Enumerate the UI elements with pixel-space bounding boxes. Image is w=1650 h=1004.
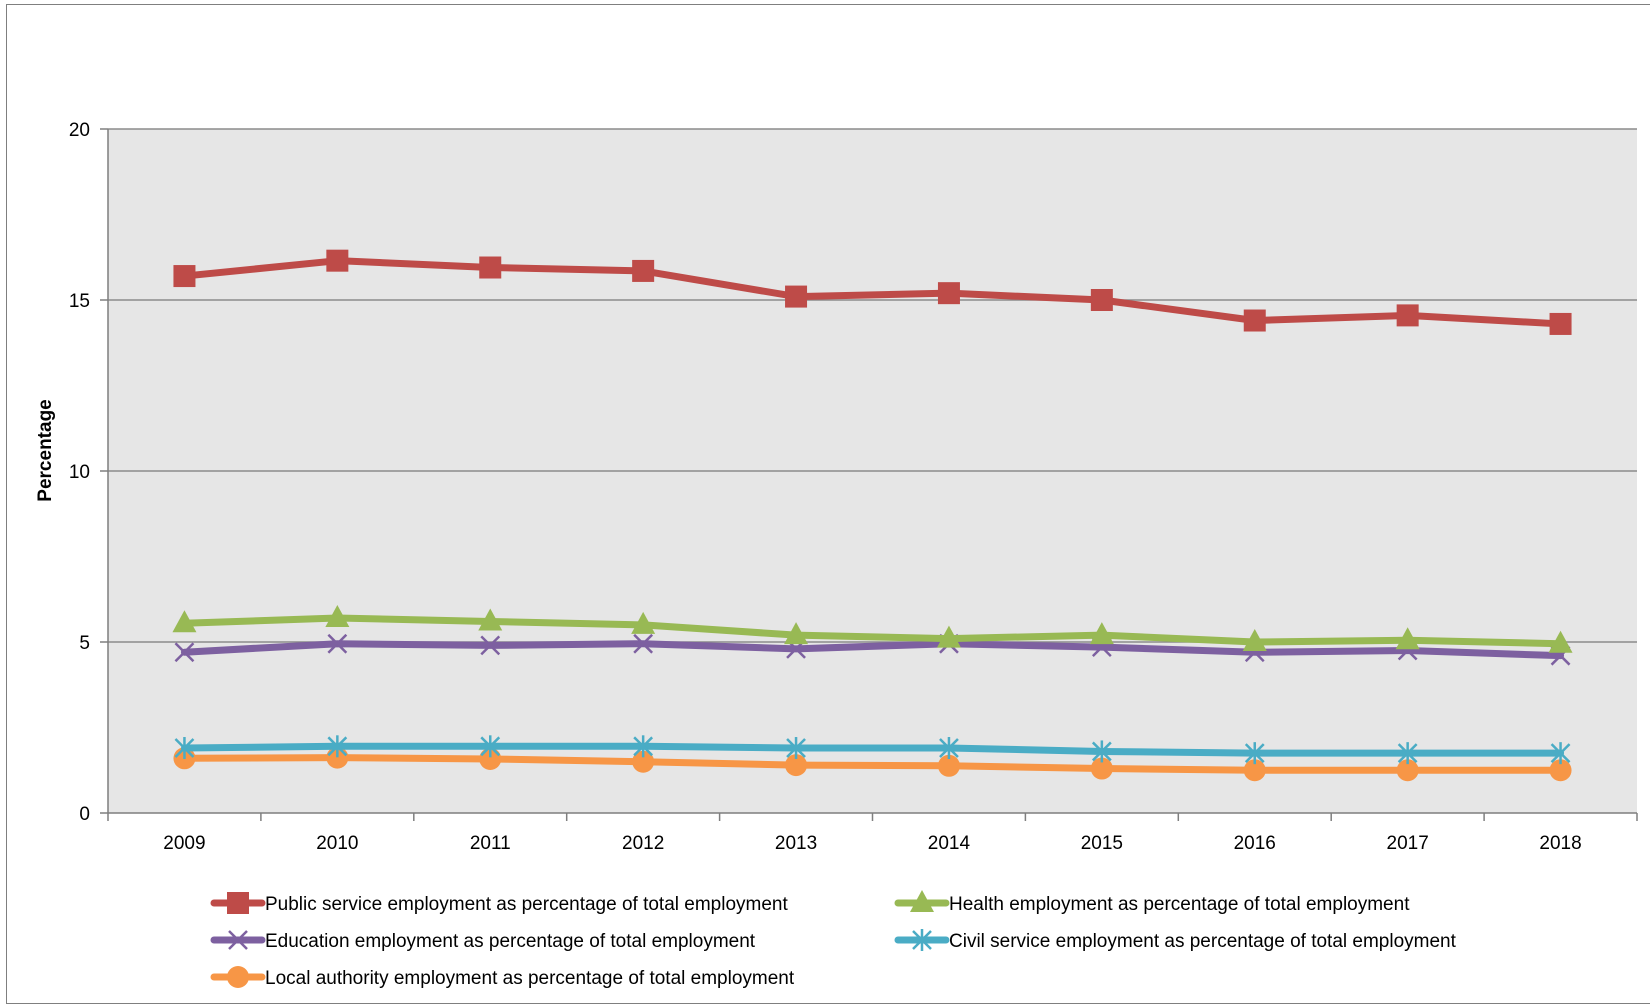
x-tick-label: 2018 xyxy=(1539,833,1581,854)
series-lines xyxy=(172,249,1573,782)
legend-marker xyxy=(910,890,934,912)
data-point xyxy=(1549,312,1572,335)
legend-item: Public service employment as percentage … xyxy=(210,892,788,915)
data-point xyxy=(1243,309,1266,332)
legend-label: Education employment as percentage of to… xyxy=(265,931,756,952)
data-point xyxy=(784,622,809,645)
legend-item: Education employment as percentage of to… xyxy=(210,930,756,952)
x-tick-label: 2010 xyxy=(316,833,358,854)
data-point xyxy=(1549,759,1572,782)
data-point xyxy=(172,610,197,633)
data-point xyxy=(1396,304,1419,327)
data-point xyxy=(1243,759,1266,782)
data-point xyxy=(327,633,348,654)
data-point xyxy=(480,635,501,656)
data-point xyxy=(1397,742,1418,765)
data-point xyxy=(937,282,960,305)
x-tick-label: 2015 xyxy=(1081,833,1123,854)
legend-marker xyxy=(912,929,932,951)
series-line xyxy=(180,640,1565,660)
y-tick-label: 10 xyxy=(69,462,90,483)
data-point xyxy=(325,605,350,628)
data-point xyxy=(937,754,960,777)
series-line xyxy=(180,742,1565,757)
data-point xyxy=(1244,742,1265,765)
legend-item: Civil service employment as percentage o… xyxy=(894,929,1457,952)
data-point xyxy=(478,608,503,631)
data-point xyxy=(939,737,959,760)
x-tick-label: 2013 xyxy=(775,833,817,854)
y-tick-label: 5 xyxy=(79,633,90,654)
legend-label: Local authority employment as percentage… xyxy=(265,968,795,989)
data-point xyxy=(633,633,654,654)
data-point xyxy=(936,625,961,648)
y-tick-label: 0 xyxy=(79,804,90,825)
x-tick-label: 2016 xyxy=(1234,833,1276,854)
data-point xyxy=(632,259,655,282)
data-point xyxy=(327,735,348,758)
data-point xyxy=(1396,759,1419,782)
series-line xyxy=(180,257,1565,328)
data-point xyxy=(1090,757,1113,780)
data-point xyxy=(173,265,196,288)
y-axis-ticks: 0 5 10 15 20 xyxy=(69,120,108,825)
x-tick-label: 2009 xyxy=(163,833,205,854)
data-point xyxy=(326,249,349,272)
data-point xyxy=(1548,630,1573,653)
legend-marker xyxy=(228,930,248,950)
legend-label: Health employment as percentage of total… xyxy=(949,894,1410,915)
legend-item: Local authority employment as percentage… xyxy=(210,966,795,989)
x-tick-label: 2017 xyxy=(1387,833,1429,854)
y-tick-label: 15 xyxy=(69,291,90,312)
legend-marker xyxy=(227,892,249,914)
data-point xyxy=(633,735,654,758)
x-tick-label: 2014 xyxy=(928,833,971,854)
data-point xyxy=(1090,289,1113,311)
series-4 xyxy=(174,735,1571,765)
data-point xyxy=(786,737,806,760)
x-tick-label: 2011 xyxy=(470,833,511,854)
data-point xyxy=(1242,629,1267,651)
series-line xyxy=(180,754,1565,774)
data-point xyxy=(632,750,655,773)
legend-label: Public service employment as percentage … xyxy=(265,894,788,915)
legend: Public service employment as percentage … xyxy=(210,890,1457,989)
data-point xyxy=(480,735,501,758)
data-point xyxy=(785,285,808,308)
y-tick-label: 20 xyxy=(69,120,90,141)
series-1 xyxy=(173,249,1572,335)
series-line xyxy=(180,614,1565,648)
data-point xyxy=(1550,742,1571,765)
data-point xyxy=(479,256,502,279)
legend-label: Civil service employment as percentage o… xyxy=(949,931,1457,952)
legend-item: Health employment as percentage of total… xyxy=(894,890,1410,915)
data-point xyxy=(1395,627,1420,650)
series-5 xyxy=(173,746,1572,782)
x-axis-ticks: 2009 2010 2011 2012 2013 2014 2015 2016 2017 2018 xyxy=(107,813,1638,854)
x-tick-label: 2012 xyxy=(622,833,664,854)
y-axis-label: Percentage xyxy=(35,399,56,501)
data-point xyxy=(174,642,195,663)
data-point xyxy=(1091,740,1112,763)
series-2 xyxy=(172,605,1573,653)
data-point xyxy=(1089,622,1114,645)
data-point xyxy=(785,754,808,777)
legend-marker xyxy=(227,966,249,988)
data-point xyxy=(174,737,195,760)
data-point xyxy=(631,611,656,634)
